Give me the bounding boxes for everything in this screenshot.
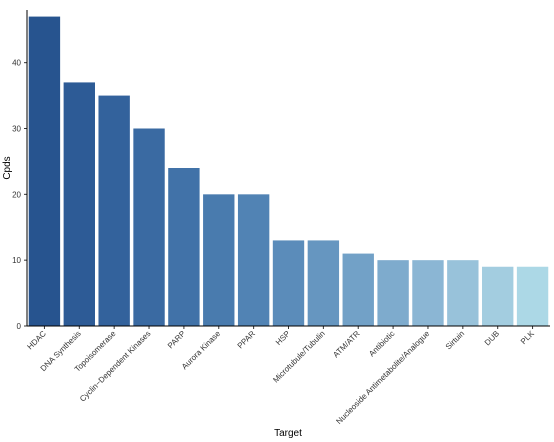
bar <box>516 266 549 326</box>
bar <box>98 95 130 326</box>
bar <box>28 16 61 326</box>
y-tick-label: 10 <box>12 256 21 265</box>
bar <box>63 82 95 327</box>
x-tick-label: PLK <box>519 329 537 347</box>
x-tick-label: DUB <box>483 329 501 347</box>
x-tick-label: PPAR <box>236 329 258 351</box>
x-tick-label: Sirtuin <box>444 329 466 351</box>
y-tick-label: 20 <box>12 190 21 199</box>
x-tick-label: Antibiotic <box>367 329 396 358</box>
x-tick-label: HDAC <box>25 329 48 352</box>
bar <box>447 260 479 326</box>
y-tick-label: 0 <box>17 322 22 331</box>
bar <box>203 194 235 326</box>
x-tick-label: ATM/ATR <box>331 329 362 360</box>
y-tick-label: 30 <box>12 125 21 134</box>
bar <box>237 194 270 326</box>
y-axis-title: Cpds <box>2 156 13 179</box>
x-tick-label: Cyclin−Dependent Kinases <box>78 329 152 403</box>
bar <box>342 253 374 326</box>
x-tick-label: HSP <box>274 329 292 347</box>
bar <box>482 266 514 326</box>
bar <box>272 240 305 326</box>
bar <box>412 260 444 326</box>
bar <box>307 240 340 326</box>
x-tick-label: PARP <box>166 329 187 350</box>
x-axis-title: Target <box>274 428 302 439</box>
bar <box>168 168 200 326</box>
y-tick-label: 40 <box>12 59 21 68</box>
bar <box>133 128 165 326</box>
bar <box>377 260 409 326</box>
